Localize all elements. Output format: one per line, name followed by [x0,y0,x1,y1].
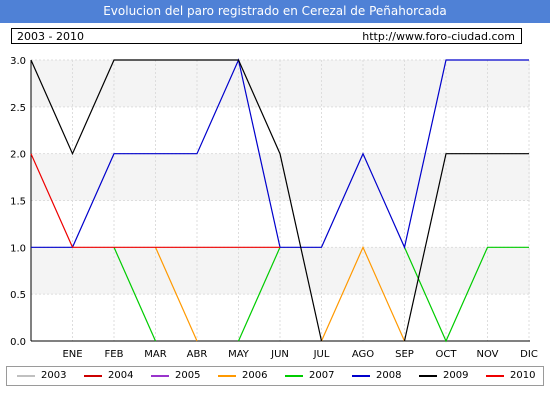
x-tick-label: NOV [476,349,498,360]
legend-label: 2007 [309,370,335,381]
legend-label: 2004 [108,370,134,381]
grid-band [31,60,530,107]
info-box: 2003 - 2010 http://www.foro-ciudad.com [11,28,522,44]
legend-swatch [17,375,35,377]
legend-swatch [419,375,437,377]
legend-label: 2005 [175,370,201,381]
line-chart: 0.0 0.5 1.0 1.5 2.0 2.5 3.0 ENE FEB MAR ABR MAY JUN J… [10,56,538,360]
series-line-2007 [403,246,529,343]
legend-swatch [352,375,370,377]
y-tick-label: 0.5 [10,290,26,301]
legend-swatch [151,375,169,377]
series-line-2007 [237,247,281,342]
legend-label: 2009 [443,370,469,381]
y-tick-label: 0.0 [10,337,26,348]
x-tick-label: FEB [105,349,124,360]
legend-swatch [84,375,102,377]
legend-swatch [486,375,504,377]
source-url: http://www.foro-ciudad.com [362,30,515,43]
legend-label: 2003 [41,370,67,381]
y-tick-label: 3.0 [10,56,26,67]
legend-label: 2010 [510,370,536,381]
legend-swatch [218,375,236,377]
x-tick-label: JUL [313,349,330,360]
legend-label: 2008 [376,370,402,381]
x-tick-label: JUN [270,349,289,360]
series-line-2006 [154,247,198,342]
y-tick-label: 1.5 [10,197,26,208]
series-line-2007 [113,247,157,342]
legend-label: 2006 [242,370,268,381]
period-label: 2003 - 2010 [17,30,84,43]
y-tick-label: 2.0 [10,150,26,161]
x-tick-label: MAY [228,349,250,360]
x-tick-label: MAR [144,349,166,360]
y-tick-label: 1.0 [10,243,26,254]
series-line-2010 [30,153,280,248]
legend: 2003 2004 2005 2006 2007 2008 2009 2010 [6,366,544,386]
grid-band [31,247,530,295]
series-line-2009 [403,153,529,342]
x-tick-label: SEP [395,349,414,360]
x-tick-label: ABR [187,349,208,360]
x-tick-label: OCT [436,349,458,360]
legend-swatch [285,375,303,377]
x-tick-label: AGO [352,349,374,360]
x-tick-label: DIC [520,349,538,360]
y-tick-label: 2.5 [10,103,26,114]
chart-title: Evolucion del paro registrado en Cerezal… [0,0,550,23]
x-tick-label: ENE [62,349,82,360]
series-line-2006 [320,245,406,342]
series-line-2009 [30,59,323,342]
